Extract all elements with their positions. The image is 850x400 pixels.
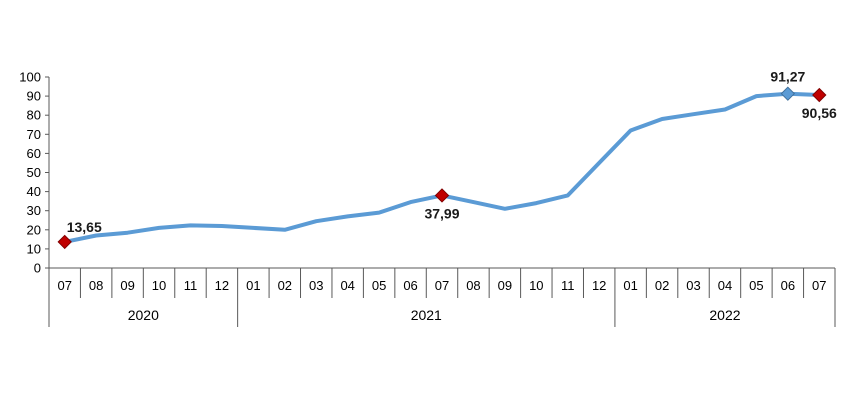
diamond-marker <box>57 234 72 250</box>
data-label: 13,65 <box>67 219 102 235</box>
x-tick-label: 06 <box>781 278 795 293</box>
y-tick-label: 0 <box>34 261 41 276</box>
y-tick-label: 90 <box>27 89 41 104</box>
x-tick-label: 01 <box>246 278 260 293</box>
data-label: 37,99 <box>424 205 459 221</box>
y-tick-label: 70 <box>27 127 41 142</box>
year-label: 2022 <box>709 307 740 323</box>
diamond-marker <box>780 86 796 101</box>
x-tick-label: 02 <box>278 278 292 293</box>
data-label: 90,56 <box>802 105 837 121</box>
x-tick-label: 02 <box>655 278 669 293</box>
x-tick-label: 04 <box>340 278 354 293</box>
x-tick-label: 01 <box>623 278 637 293</box>
y-tick-label: 50 <box>27 165 41 180</box>
y-axis-ticks: 0 10 20 30 40 50 60 70 80 90 100 <box>19 70 49 276</box>
x-tick-label: 05 <box>372 278 386 293</box>
y-tick-label: 10 <box>27 241 41 256</box>
data-label: 91,27 <box>770 69 805 85</box>
x-tick-label: 12 <box>592 278 606 293</box>
x-tick-label: 12 <box>215 278 229 293</box>
year-labels: 2020 2021 2022 <box>48 298 836 327</box>
x-tick-label: 08 <box>466 278 480 293</box>
x-tick-label: 07 <box>57 278 71 293</box>
x-tick-label: 07 <box>435 278 449 293</box>
x-tick-label: 11 <box>561 278 575 293</box>
x-axis-ticks: 07 08 09 10 11 12 01 02 03 04 05 06 07 08 09 10 11 12 01 02… <box>48 268 836 298</box>
y-tick-label: 80 <box>27 108 41 123</box>
x-tick-label: 07 <box>812 278 826 293</box>
data-markers <box>57 86 827 250</box>
year-label: 2020 <box>128 307 159 323</box>
data-labels: 13,65 37,99 91,27 90,56 <box>67 69 837 235</box>
x-tick-label: 03 <box>686 278 700 293</box>
x-tick-label: 04 <box>718 278 732 293</box>
x-tick-label: 06 <box>403 278 417 293</box>
x-tick-label: 10 <box>152 278 166 293</box>
diamond-marker <box>434 188 450 203</box>
x-tick-label: 09 <box>498 278 512 293</box>
year-label: 2021 <box>411 307 442 323</box>
x-tick-label: 08 <box>89 278 103 293</box>
y-tick-label: 100 <box>19 70 41 85</box>
chart-axes <box>48 77 835 269</box>
y-tick-label: 40 <box>27 184 41 199</box>
y-tick-label: 30 <box>27 203 41 218</box>
y-tick-label: 60 <box>27 146 41 161</box>
x-tick-label: 10 <box>529 278 543 293</box>
y-tick-label: 20 <box>27 222 41 237</box>
x-tick-label: 05 <box>749 278 763 293</box>
x-tick-label: 11 <box>184 278 198 293</box>
diamond-marker <box>812 87 827 103</box>
x-tick-label: 09 <box>120 278 134 293</box>
x-tick-label: 03 <box>309 278 323 293</box>
